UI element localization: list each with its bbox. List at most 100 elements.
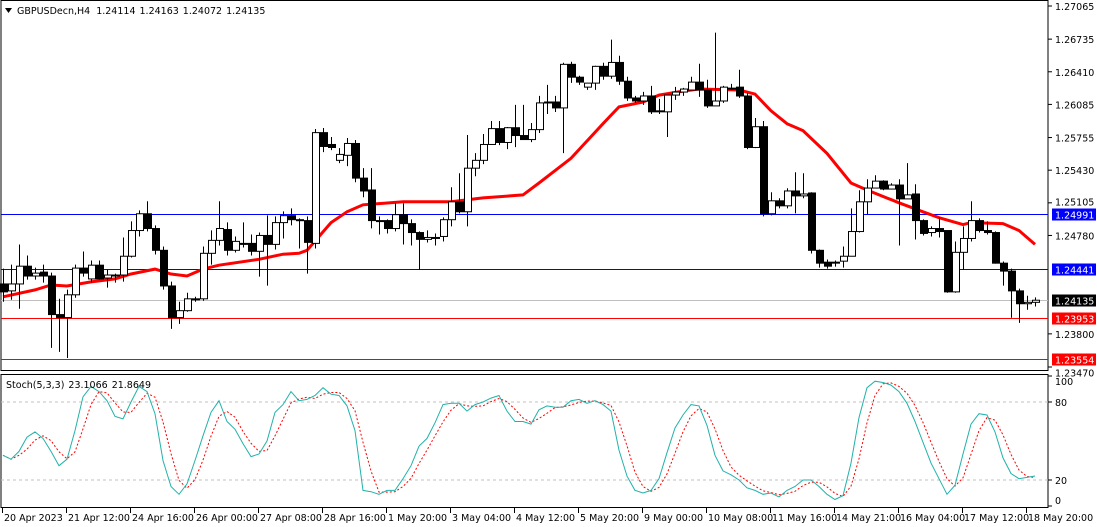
candle — [688, 76, 696, 91]
bull-candle-body — [832, 261, 840, 264]
bull-candle-body — [136, 213, 144, 232]
bear-candle-body — [80, 267, 88, 274]
bull-candle-body — [640, 95, 648, 102]
time-tick-label: 17 May 12:00 — [964, 513, 1029, 524]
price-pane[interactable]: GBPUSDecn,H4 1.24114 1.24163 1.24072 1.24135 — [0, 0, 1049, 371]
time-axis[interactable]: 20 Apr 2023 21 Apr 12:00 24 Apr 16:00 26 Ap… — [2, 508, 1094, 524]
bull-candle-body — [112, 274, 120, 277]
bear-candle-body — [744, 95, 752, 148]
candle — [1008, 268, 1016, 318]
time-tick-label: 26 Apr 00:00 — [196, 513, 258, 524]
candle — [768, 192, 776, 216]
bear-candle-body — [264, 234, 272, 245]
bear-candle-body — [568, 63, 576, 78]
bull-candle-body — [64, 294, 72, 319]
candle — [648, 85, 656, 114]
bear-candle-body — [880, 180, 888, 190]
candle — [880, 180, 888, 191]
bull-candle-body — [256, 234, 264, 252]
price-axis[interactable]: 1.27065 1.26735 1.26410 1.26085 1.25755 1.254… — [1048, 2, 1096, 380]
bear-candle-body — [816, 249, 824, 264]
bull-candle-body — [424, 236, 432, 240]
candle — [904, 163, 912, 200]
candle — [344, 138, 352, 167]
ohlc-open: 1.24114 — [96, 6, 135, 17]
candle — [248, 234, 256, 256]
candle — [760, 120, 768, 217]
candle — [968, 201, 976, 242]
price-tick-label: 1.26085 — [1055, 100, 1094, 111]
candle — [632, 95, 640, 103]
candle — [392, 203, 400, 232]
candle — [1016, 288, 1024, 323]
candle — [744, 92, 752, 150]
candle — [656, 98, 664, 114]
candle — [328, 137, 336, 151]
stochastic-header: Stoch(5,3,3) 23.1066 21.8649 — [6, 380, 151, 391]
candle — [232, 236, 240, 253]
bear-candle-body — [512, 127, 520, 137]
bull-candle-body — [592, 65, 600, 84]
candle — [0, 268, 8, 302]
candle — [416, 231, 424, 270]
price-tick-label: 1.25755 — [1055, 134, 1094, 145]
stochastic-name: Stoch(5,3,3) — [6, 380, 64, 391]
time-tick-label: 18 May 20:00 — [1028, 513, 1093, 524]
candle — [136, 210, 144, 237]
candle — [960, 226, 968, 270]
bull-candle-body — [840, 255, 848, 262]
support-level-price: 1.23953 — [1055, 315, 1094, 326]
bull-candle-body — [280, 215, 288, 224]
bull-candle-body — [120, 255, 128, 276]
bull-candle-body — [216, 228, 224, 241]
candle — [1024, 295, 1032, 310]
candle — [120, 237, 128, 282]
time-tick-label: 20 Apr 2023 — [4, 513, 63, 524]
triangle-down-icon[interactable] — [5, 8, 12, 13]
candle — [192, 296, 200, 302]
bull-candle-body — [448, 201, 456, 221]
bull-candle-body — [440, 219, 448, 237]
candle — [400, 203, 408, 245]
stochastic-pane[interactable]: Stoch(5,3,3) 23.1066 21.8649 — [0, 374, 1049, 508]
candle — [872, 175, 880, 189]
bull-candle-body — [864, 187, 872, 203]
bull-candle-body — [728, 87, 736, 90]
bear-candle-body — [624, 80, 632, 99]
candle — [1000, 261, 1008, 286]
stochastic-axis: 100 80 20 0 — [1048, 375, 1073, 507]
ohlc-close: 1.24135 — [226, 6, 265, 17]
bull-candle-body — [104, 274, 112, 279]
candle — [272, 216, 280, 250]
time-tick-label: 4 May 12:00 — [516, 513, 575, 524]
candle — [464, 135, 472, 227]
candle — [440, 217, 448, 242]
bear-candle-body — [304, 220, 312, 243]
candle — [568, 61, 576, 83]
stochastic-tick-label: 80 — [1055, 398, 1067, 409]
resistance-level-price: 1.24441 — [1055, 266, 1094, 277]
bear-candle-body — [56, 314, 64, 319]
chart-header: GBPUSDecn,H4 1.24114 1.24163 1.24072 1.24135 — [5, 6, 265, 17]
candle — [432, 233, 440, 246]
candle — [48, 272, 56, 348]
candle — [680, 87, 688, 96]
candle — [264, 215, 272, 286]
candle — [144, 201, 152, 232]
time-tick-label: 28 Apr 16:00 — [324, 513, 386, 524]
bear-candle-body — [648, 95, 656, 113]
candle — [792, 172, 800, 214]
candle — [80, 251, 88, 277]
candle — [472, 153, 480, 177]
bull-candle-body — [784, 190, 792, 207]
candle — [8, 264, 16, 300]
candle — [304, 216, 312, 274]
candle — [504, 127, 512, 150]
candle — [984, 221, 992, 235]
bear-candle-body — [360, 177, 368, 192]
bear-candle-body — [992, 232, 1000, 264]
bull-candle-body — [960, 237, 968, 253]
bull-candle-body — [544, 101, 552, 104]
bear-candle-body — [352, 142, 360, 179]
